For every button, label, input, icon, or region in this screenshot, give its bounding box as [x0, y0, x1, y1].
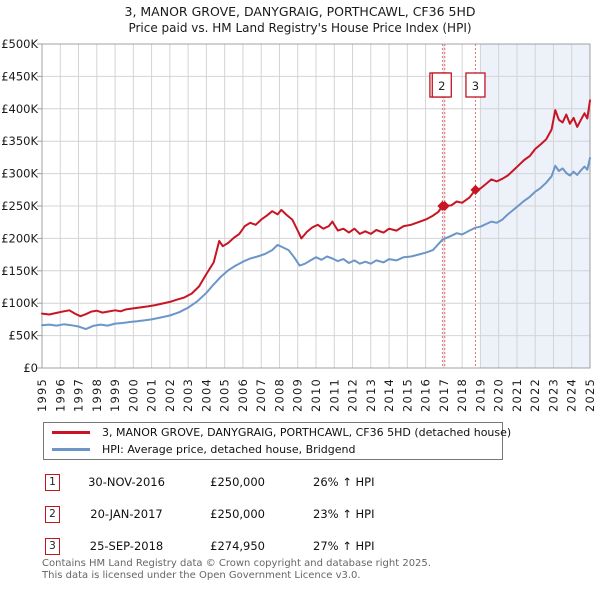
- svg-text:2004: 2004: [199, 378, 213, 412]
- svg-text:£150K: £150K: [1, 264, 38, 278]
- svg-text:1998: 1998: [90, 378, 104, 412]
- svg-text:£250K: £250K: [1, 199, 38, 213]
- sale-price: £274,950: [210, 539, 265, 553]
- svg-text:£300K: £300K: [1, 167, 38, 181]
- svg-text:1996: 1996: [53, 378, 67, 412]
- svg-text:2010: 2010: [309, 378, 323, 412]
- svg-text:2000: 2000: [126, 378, 140, 412]
- svg-text:2011: 2011: [327, 378, 341, 412]
- chart-legend: 3, MANOR GROVE, DANYGRAIG, PORTHCAWL, CF…: [43, 422, 511, 460]
- sale-price: £250,000: [210, 475, 265, 489]
- sale-row-1: 1 30-NOV-2016 £250,000 26% ↑ HPI: [0, 474, 600, 492]
- svg-text:2005: 2005: [218, 378, 232, 412]
- page-title: 3, MANOR GROVE, DANYGRAIG, PORTHCAWL, CF…: [124, 4, 476, 19]
- sale-date: 30-NOV-2016: [88, 475, 165, 489]
- sale-row-3: 3 25-SEP-2018 £274,950 27% ↑ HPI: [0, 538, 600, 556]
- copyright-line-1: Contains HM Land Registry data © Crown c…: [42, 558, 431, 569]
- svg-text:2020: 2020: [492, 378, 506, 412]
- sale-price: £250,000: [210, 507, 265, 521]
- svg-text:2022: 2022: [528, 378, 542, 412]
- svg-text:2007: 2007: [254, 378, 268, 412]
- svg-text:2019: 2019: [473, 378, 487, 412]
- svg-text:2008: 2008: [272, 378, 286, 412]
- svg-text:2024: 2024: [565, 378, 579, 412]
- svg-text:£200K: £200K: [1, 231, 38, 245]
- property-line-swatch: [52, 431, 90, 434]
- svg-text:2018: 2018: [455, 378, 469, 412]
- page-subtitle: Price paid vs. HM Land Registry's House …: [128, 21, 472, 35]
- svg-text:1997: 1997: [72, 378, 86, 412]
- svg-text:2: 2: [438, 79, 445, 93]
- sale-number-badge: 1: [45, 474, 60, 491]
- copyright-line-2: This data is licensed under the Open Gov…: [42, 570, 361, 581]
- svg-text:£350K: £350K: [1, 134, 38, 148]
- svg-text:2002: 2002: [163, 378, 177, 412]
- svg-text:£500K: £500K: [1, 37, 38, 51]
- sale-number-badge: 2: [45, 506, 60, 523]
- svg-text:2001: 2001: [145, 378, 159, 412]
- svg-text:2006: 2006: [236, 378, 250, 412]
- svg-text:2017: 2017: [437, 378, 451, 412]
- sale-hpi-diff: 23% ↑ HPI: [313, 507, 375, 521]
- svg-text:3: 3: [472, 79, 479, 93]
- sale-row-2: 2 20-JAN-2017 £250,000 23% ↑ HPI: [0, 506, 600, 524]
- sale-number-badge: 3: [45, 538, 60, 555]
- svg-text:2013: 2013: [364, 378, 378, 412]
- legend-row-property: 3, MANOR GROVE, DANYGRAIG, PORTHCAWL, CF…: [44, 426, 511, 440]
- svg-text:2014: 2014: [382, 378, 396, 412]
- svg-text:2009: 2009: [291, 378, 305, 412]
- svg-text:2025: 2025: [583, 378, 597, 412]
- svg-text:2015: 2015: [400, 378, 414, 412]
- sale-hpi-diff: 26% ↑ HPI: [313, 475, 375, 489]
- svg-text:2003: 2003: [181, 378, 195, 412]
- svg-text:£400K: £400K: [1, 102, 38, 116]
- svg-text:2023: 2023: [546, 378, 560, 412]
- svg-text:2016: 2016: [419, 378, 433, 412]
- svg-text:£100K: £100K: [1, 296, 38, 310]
- legend-label-hpi: HPI: Average price, detached house, Brid…: [102, 443, 356, 456]
- svg-text:2012: 2012: [346, 378, 360, 412]
- svg-text:£0: £0: [23, 361, 38, 375]
- svg-text:2021: 2021: [510, 378, 524, 412]
- svg-text:1995: 1995: [35, 378, 49, 412]
- svg-text:£50K: £50K: [9, 329, 39, 343]
- svg-text:£450K: £450K: [1, 69, 38, 83]
- legend-row-hpi: HPI: Average price, detached house, Brid…: [44, 443, 502, 457]
- legend-label-property: 3, MANOR GROVE, DANYGRAIG, PORTHCAWL, CF…: [102, 426, 512, 439]
- sale-hpi-diff: 27% ↑ HPI: [313, 539, 375, 553]
- sale-date: 20-JAN-2017: [90, 507, 163, 521]
- hpi-line-swatch: [52, 448, 90, 451]
- svg-text:1999: 1999: [108, 378, 122, 412]
- price-history-chart: £0 £50K £100K £150K £200K £250K £300K £350K £400…: [1, 37, 597, 412]
- sale-date: 25-SEP-2018: [89, 539, 164, 553]
